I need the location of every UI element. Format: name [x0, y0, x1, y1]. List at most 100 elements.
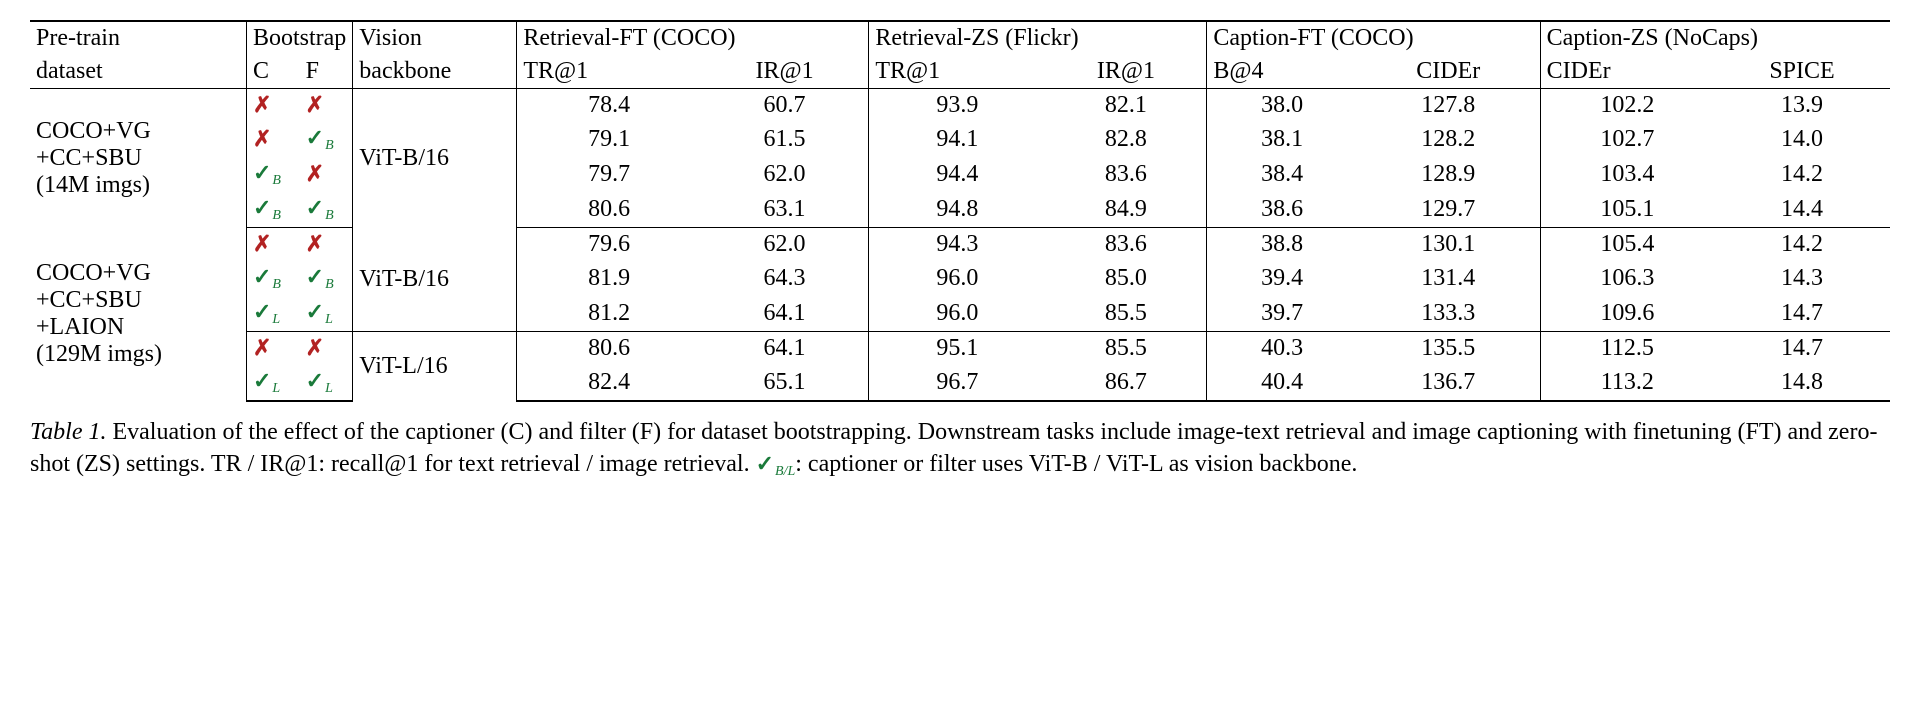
table-caption: Table 1. Evaluation of the effect of the…	[30, 416, 1890, 482]
hdr-tr1b: TR@1	[869, 55, 1046, 89]
value: 96.0	[869, 261, 1046, 296]
check-icon: ✓	[253, 264, 271, 289]
table-number: Table 1.	[30, 419, 106, 445]
value: 14.4	[1714, 192, 1890, 228]
value: 83.6	[1045, 157, 1206, 192]
value: 62.0	[701, 228, 869, 262]
mark-subscript: L	[271, 312, 280, 327]
value: 38.0	[1207, 89, 1357, 123]
value: 128.2	[1357, 122, 1540, 157]
f-mark: ✓L	[300, 365, 353, 401]
value: 40.4	[1207, 365, 1357, 401]
pretrain-label: COCO+VG+CC+SBU(14M imgs)	[30, 89, 246, 228]
check-icon: ✓	[756, 451, 774, 476]
value: 64.3	[701, 261, 869, 296]
cross-icon: ✗	[306, 161, 324, 186]
value: 39.4	[1207, 261, 1357, 296]
value: 14.8	[1714, 365, 1890, 401]
value: 79.6	[517, 228, 701, 262]
hdr-cider2: CIDEr	[1540, 55, 1714, 89]
cross-icon: ✗	[306, 231, 324, 256]
value: 102.7	[1540, 122, 1714, 157]
value: 109.6	[1540, 296, 1714, 332]
value: 13.9	[1714, 89, 1890, 123]
cross-icon: ✗	[306, 335, 324, 360]
value: 79.1	[517, 122, 701, 157]
value: 85.5	[1045, 296, 1206, 332]
cross-icon: ✗	[253, 126, 271, 151]
c-mark: ✓B	[246, 192, 299, 228]
value: 61.5	[701, 122, 869, 157]
check-icon: ✓	[253, 368, 271, 393]
f-mark: ✓B	[300, 192, 353, 228]
value: 14.7	[1714, 332, 1890, 366]
f-mark: ✗	[300, 89, 353, 123]
c-mark: ✗	[246, 89, 299, 123]
value: 85.0	[1045, 261, 1206, 296]
hdr-vision2: backbone	[353, 55, 517, 89]
value: 80.6	[517, 192, 701, 228]
value: 14.2	[1714, 228, 1890, 262]
cross-icon: ✗	[306, 92, 324, 117]
hdr-cider: CIDEr	[1357, 55, 1540, 89]
check-icon: ✓	[253, 299, 271, 324]
f-mark: ✓B	[300, 261, 353, 296]
value: 86.7	[1045, 365, 1206, 401]
mark-subscript: L	[324, 381, 333, 396]
backbone: ViT-B/16	[353, 89, 517, 228]
value: 94.3	[869, 228, 1046, 262]
value: 80.6	[517, 332, 701, 366]
value: 82.8	[1045, 122, 1206, 157]
value: 38.6	[1207, 192, 1357, 228]
value: 14.0	[1714, 122, 1890, 157]
value: 94.8	[869, 192, 1046, 228]
c-mark: ✓L	[246, 296, 299, 332]
value: 94.4	[869, 157, 1046, 192]
pretrain-label: COCO+VG+CC+SBU+LAION(129M imgs)	[30, 228, 246, 402]
results-table: Pre-trainBootstrapVisionRetrieval-FT (CO…	[30, 20, 1890, 402]
value: 105.1	[1540, 192, 1714, 228]
value: 14.2	[1714, 157, 1890, 192]
value: 60.7	[701, 89, 869, 123]
hdr-f: F	[300, 55, 353, 89]
value: 85.5	[1045, 332, 1206, 366]
hdr-ir1b: IR@1	[1045, 55, 1206, 89]
value: 95.1	[869, 332, 1046, 366]
caption-text-2: : captioner or filter uses ViT-B / ViT-L…	[795, 451, 1357, 477]
hdr-vision: Vision	[353, 21, 517, 55]
cross-icon: ✗	[253, 92, 271, 117]
value: 135.5	[1357, 332, 1540, 366]
hdr-tr1: TR@1	[517, 55, 701, 89]
f-mark: ✓L	[300, 296, 353, 332]
cross-icon: ✗	[253, 335, 271, 360]
value: 65.1	[701, 365, 869, 401]
f-mark: ✗	[300, 332, 353, 366]
f-mark: ✗	[300, 157, 353, 192]
value: 40.3	[1207, 332, 1357, 366]
value: 130.1	[1357, 228, 1540, 262]
value: 103.4	[1540, 157, 1714, 192]
results-table-container: Pre-trainBootstrapVisionRetrieval-FT (CO…	[30, 20, 1890, 402]
value: 105.4	[1540, 228, 1714, 262]
mark-subscript: B	[271, 173, 281, 188]
hdr-pretrain2: dataset	[30, 55, 246, 89]
value: 94.1	[869, 122, 1046, 157]
value: 78.4	[517, 89, 701, 123]
value: 131.4	[1357, 261, 1540, 296]
hdr-ret-zs: Retrieval-ZS (Flickr)	[869, 21, 1207, 55]
mark-subscript: B	[324, 208, 334, 223]
value: 127.8	[1357, 89, 1540, 123]
value: 129.7	[1357, 192, 1540, 228]
value: 128.9	[1357, 157, 1540, 192]
value: 38.4	[1207, 157, 1357, 192]
c-mark: ✓B	[246, 157, 299, 192]
c-mark: ✗	[246, 122, 299, 157]
mark-subscript: L	[271, 381, 280, 396]
mark-subscript: B	[324, 277, 334, 292]
value: 84.9	[1045, 192, 1206, 228]
value: 82.4	[517, 365, 701, 401]
check-icon: ✓	[253, 160, 271, 185]
mark-subscript: B	[324, 138, 334, 153]
value: 14.3	[1714, 261, 1890, 296]
check-icon: ✓	[306, 195, 324, 220]
